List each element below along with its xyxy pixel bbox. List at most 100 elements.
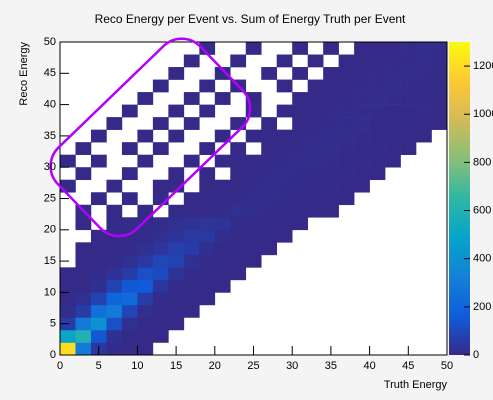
cell	[385, 154, 401, 168]
cell	[323, 79, 339, 93]
cell	[292, 42, 308, 55]
cell	[354, 67, 370, 80]
cell	[199, 267, 216, 281]
cell	[168, 217, 185, 231]
y-tick-label: 5	[50, 318, 56, 330]
cell	[307, 104, 324, 118]
cell	[307, 142, 324, 155]
cell	[214, 254, 231, 268]
cell	[261, 154, 278, 168]
cell	[416, 54, 432, 68]
cell	[230, 192, 247, 206]
cell	[90, 154, 107, 168]
cell	[354, 79, 370, 93]
cell	[230, 204, 247, 218]
cell	[199, 42, 216, 55]
cell	[245, 242, 262, 256]
cell	[292, 92, 308, 105]
x-tick-label: 0	[57, 360, 63, 372]
cell	[307, 129, 324, 143]
cell	[137, 217, 154, 231]
cell	[152, 317, 169, 331]
cell	[137, 204, 154, 218]
cell	[276, 104, 293, 118]
cell	[168, 242, 185, 256]
cell	[214, 267, 231, 281]
cell	[152, 192, 169, 206]
cell	[400, 67, 417, 80]
cell	[152, 117, 169, 130]
cell	[137, 304, 154, 318]
cell	[214, 179, 231, 193]
cell	[214, 279, 231, 293]
cell	[245, 167, 262, 181]
cell	[323, 154, 339, 168]
cell	[292, 204, 308, 218]
cell	[276, 54, 293, 68]
cell	[385, 54, 401, 68]
cell	[400, 129, 417, 143]
cell	[106, 179, 123, 193]
cell	[137, 154, 154, 168]
cell	[230, 229, 247, 243]
cell	[431, 42, 448, 55]
cell	[230, 254, 247, 268]
cell	[292, 129, 308, 143]
cell	[90, 317, 107, 331]
cell	[307, 179, 324, 193]
cell	[431, 104, 448, 118]
cell	[416, 79, 432, 93]
cell	[90, 254, 107, 268]
cell	[369, 142, 386, 155]
cell	[106, 317, 123, 331]
x-tick-label: 25	[247, 360, 259, 372]
cell	[168, 279, 185, 293]
cell	[168, 167, 185, 181]
cell	[121, 329, 138, 343]
cell	[292, 67, 308, 80]
cell	[137, 92, 154, 105]
cell	[137, 329, 154, 343]
cell	[137, 317, 154, 331]
cell	[121, 167, 138, 181]
cell	[307, 154, 324, 168]
z-tick-label: 600	[473, 204, 491, 216]
z-tick-label: 1000	[473, 108, 493, 120]
cell	[400, 104, 417, 118]
cell	[168, 67, 185, 80]
cell	[106, 204, 123, 218]
cell	[199, 254, 216, 268]
cell	[261, 129, 278, 143]
cell	[276, 167, 293, 181]
cell	[354, 104, 370, 118]
cell	[276, 217, 293, 231]
cell	[369, 154, 386, 168]
cell	[245, 229, 262, 243]
cell	[416, 92, 432, 105]
cell	[261, 192, 278, 206]
cell	[431, 92, 448, 105]
cell	[261, 117, 278, 130]
cell	[369, 104, 386, 118]
cell	[152, 229, 169, 243]
cell	[276, 154, 293, 168]
cell	[90, 192, 107, 206]
cell	[338, 54, 355, 68]
z-tick-label: 0	[473, 349, 479, 361]
x-tick-label: 50	[441, 360, 453, 372]
cell	[292, 179, 308, 193]
cell	[199, 142, 216, 155]
cell	[307, 92, 324, 105]
cell	[152, 254, 169, 268]
cell	[106, 242, 123, 256]
cell	[214, 242, 231, 256]
cell	[214, 217, 231, 231]
cell	[106, 342, 123, 356]
cell	[385, 104, 401, 118]
cell	[400, 142, 417, 155]
cell	[183, 54, 200, 68]
cell	[338, 179, 355, 193]
cell	[183, 92, 200, 105]
cell	[168, 129, 185, 143]
cell	[245, 129, 262, 143]
